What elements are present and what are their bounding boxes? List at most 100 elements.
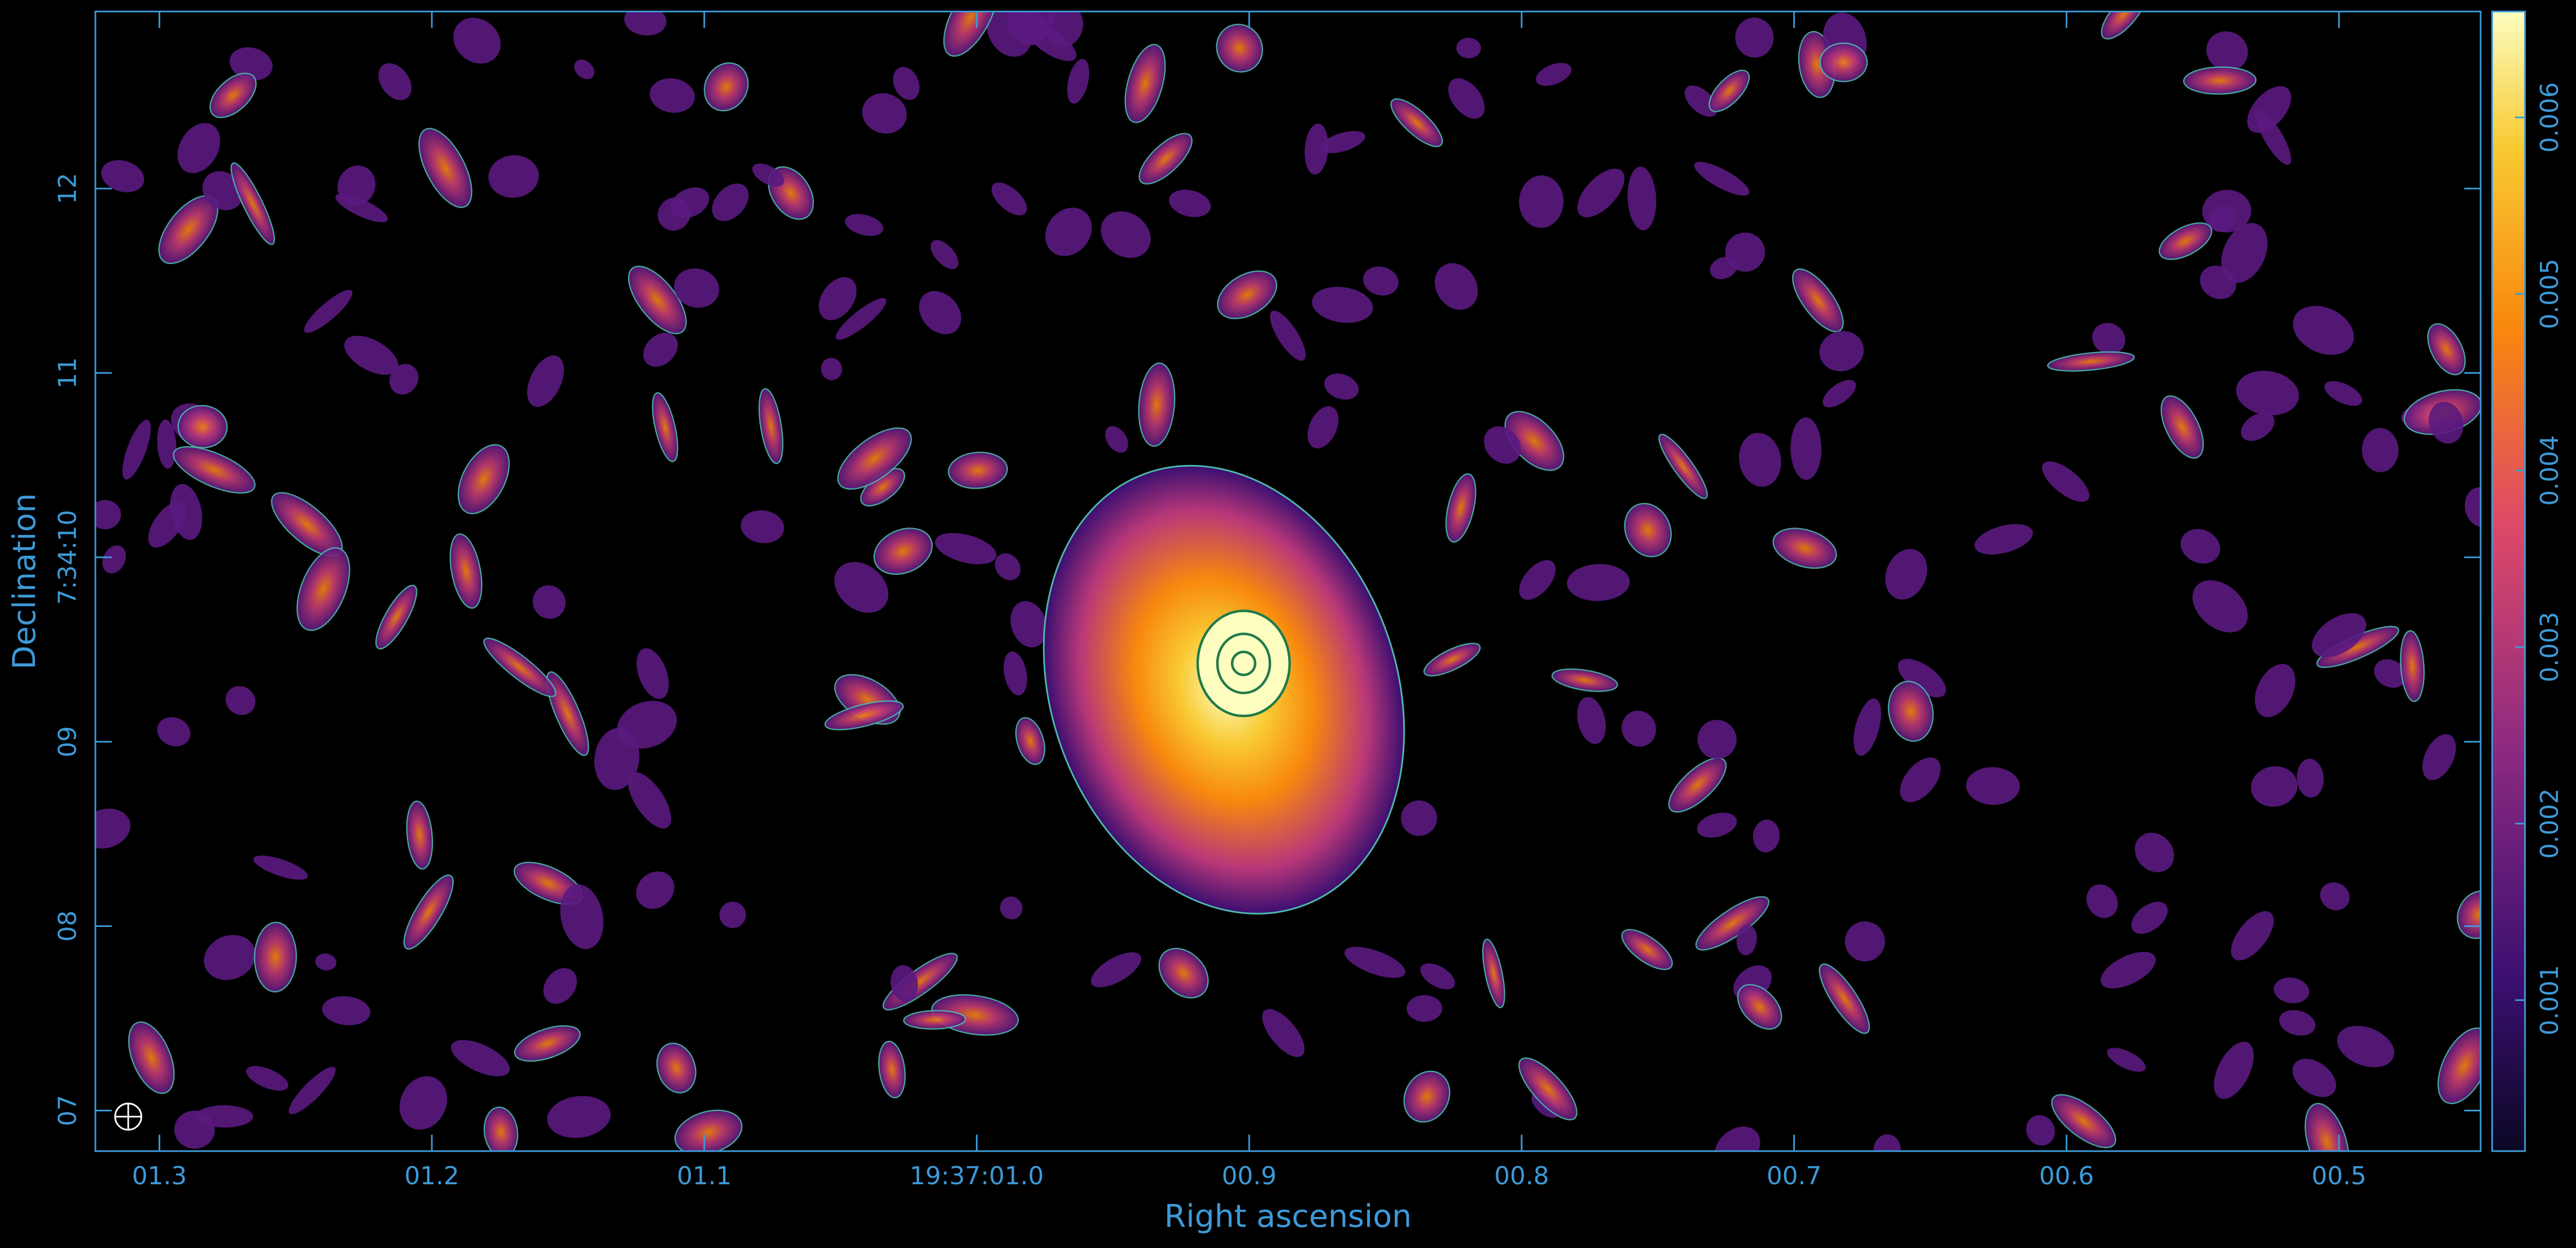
noise-blob: [2251, 766, 2298, 807]
noise-blob: [2209, 205, 2236, 232]
x-tick-label: 00.8: [1494, 1162, 1549, 1190]
noise-blob: [253, 855, 308, 880]
noise-blob: [719, 902, 746, 928]
noise-blob: [1577, 168, 1625, 218]
noise-blob: [574, 59, 595, 80]
noise-blob: [834, 562, 888, 613]
noise-blob: [389, 364, 419, 395]
noise-blob: [1307, 406, 1339, 449]
noise-blob: [1216, 24, 1263, 73]
y-axis-title: Declination: [7, 493, 43, 670]
noise-blob: [2092, 323, 2126, 354]
noise-blob: [948, 451, 1008, 489]
colorbar-tick-label: 0.003: [2535, 612, 2564, 682]
noise-blob: [102, 545, 126, 574]
noise-blob: [650, 78, 695, 113]
noise-blob: [2429, 402, 2464, 444]
noise-blob: [449, 533, 483, 609]
noise-blob: [1262, 1009, 1305, 1057]
y-tick-label: 12: [53, 173, 82, 204]
noise-blob: [2297, 758, 2324, 798]
noise-blob: [1304, 124, 1329, 175]
noise-blob: [122, 419, 151, 480]
noise-blob: [2042, 461, 2089, 502]
noise-blob: [2247, 86, 2292, 133]
noise-blob: [288, 1066, 336, 1114]
noise-blob: [1445, 473, 1477, 543]
noise-blob: [1736, 924, 1757, 956]
colorbar-tick-label: 0.002: [2535, 788, 2564, 859]
noise-blob: [1019, 11, 1056, 33]
noise-blob: [1015, 717, 1045, 765]
radio-map: [95, 11, 2481, 1152]
noise-blob: [2292, 1058, 2336, 1097]
noise-blob: [406, 800, 433, 870]
y-tick-label: 11: [53, 357, 82, 389]
noise-blob: [2422, 734, 2456, 780]
noise-blob: [1484, 426, 1521, 464]
noise-blob: [674, 268, 720, 308]
noise-blob: [128, 1021, 175, 1095]
noise-blob: [1551, 668, 1618, 692]
noise-blob: [230, 162, 275, 245]
colorbar-tick-label: 0.006: [2535, 82, 2564, 153]
noise-blob: [514, 1025, 581, 1062]
noise-blob: [457, 444, 510, 515]
x-tick-label: 19:37:01.0: [910, 1162, 1044, 1190]
noise-blob: [2221, 223, 2268, 283]
noise-blob: [173, 446, 256, 494]
colorbar-tick-label: 0.004: [2535, 435, 2564, 506]
noise-blob: [1420, 963, 1455, 990]
core-source: [1196, 609, 1291, 718]
noise-blob: [2236, 371, 2299, 416]
noise-blob: [703, 62, 749, 112]
noise-blob: [873, 528, 933, 575]
noise-blob: [229, 47, 273, 81]
colorbar: [2491, 10, 2526, 1152]
noise-blob: [2293, 306, 2354, 355]
noise-blob: [837, 427, 912, 490]
colorbar-tick-label: 0.005: [2535, 259, 2564, 329]
noise-blob: [2255, 663, 2295, 718]
noise-blob: [628, 772, 672, 829]
noise-blob: [1045, 208, 1092, 256]
noise-blob: [741, 510, 785, 543]
noise-blob: [821, 358, 843, 380]
noise-blob: [1627, 166, 1657, 231]
noise-blob: [1624, 503, 1672, 557]
noise-blob: [1423, 643, 1481, 676]
noise-blob: [1363, 266, 1399, 296]
noise-blob: [2374, 659, 2407, 688]
noise-blob: [636, 871, 674, 909]
noise-blob: [1000, 897, 1023, 920]
noise-blob: [546, 671, 589, 756]
noise-blob: [375, 585, 418, 650]
noise-blob: [636, 648, 669, 699]
noise-blob: [1974, 524, 2033, 555]
noise-blob: [878, 1040, 906, 1098]
noise-blob: [1966, 767, 2020, 805]
noise-blob: [344, 336, 398, 375]
noise-blob: [1448, 78, 1485, 119]
noise-blob: [378, 63, 412, 100]
noise-blob: [2241, 412, 2275, 441]
noise-blob: [1819, 963, 1870, 1034]
noise-blob: [2100, 952, 2156, 988]
noise-blob: [1845, 921, 1885, 962]
x-tick-label: 00.9: [1222, 1162, 1277, 1190]
noise-blob: [1536, 63, 1572, 86]
x-tick-label: 01.3: [132, 1162, 187, 1190]
noise-blob: [560, 884, 604, 950]
x-tick-label: 00.6: [2039, 1162, 2094, 1190]
noise-blob: [2273, 977, 2310, 1004]
noise-blob: [1898, 658, 1946, 698]
noise-blob: [1708, 69, 1750, 112]
noise-blob: [2337, 1026, 2395, 1067]
noise-blob: [1753, 819, 1780, 852]
noise-blob: [1694, 161, 1750, 196]
noise-blob: [225, 686, 256, 715]
noise-blob: [2320, 882, 2350, 911]
noise-blob: [157, 419, 177, 469]
